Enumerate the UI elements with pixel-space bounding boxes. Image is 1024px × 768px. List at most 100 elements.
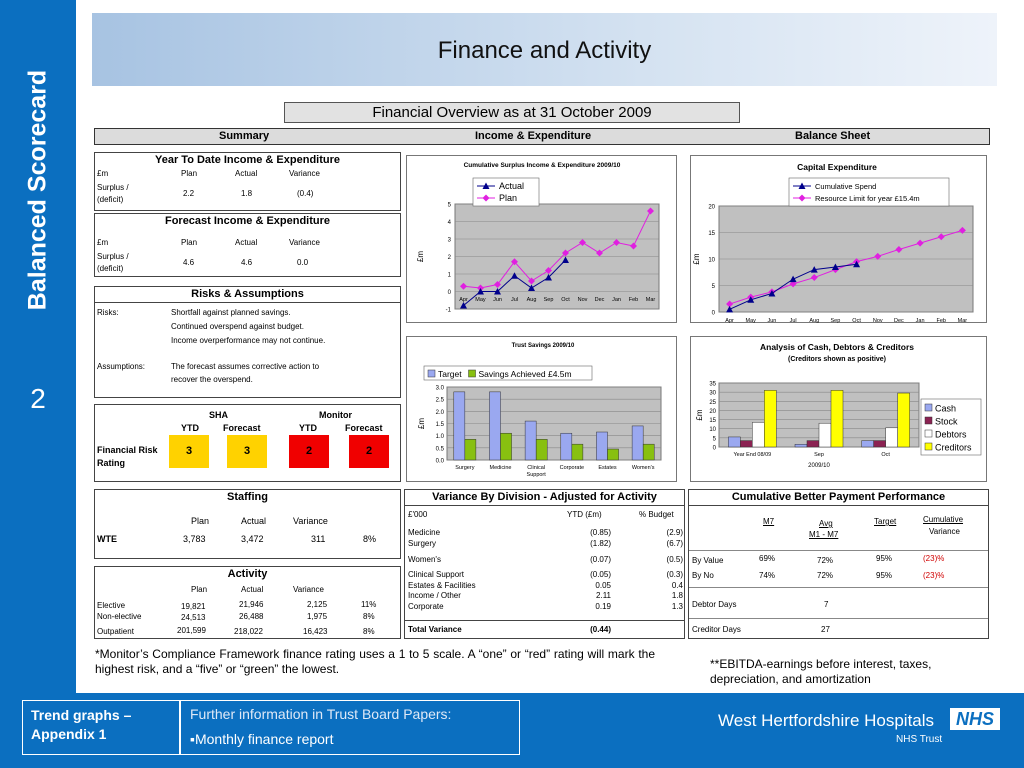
chart-title: Capital Expenditure	[797, 162, 877, 172]
legend-label: Target	[438, 369, 462, 379]
bar	[885, 427, 898, 448]
data-point	[511, 272, 518, 279]
monitor-footnote: *Monitor’s Compliance Framework finance …	[95, 647, 655, 676]
header-band: Finance and Activity	[92, 13, 997, 86]
legend-box	[472, 177, 540, 207]
division-label: Estates & Facilities	[408, 581, 476, 590]
bar	[764, 390, 777, 448]
x-tick-label: Jan	[916, 318, 925, 324]
division-label: Medicine	[408, 528, 441, 537]
y-tick-label: 10	[708, 258, 715, 264]
x-tick-label: Oct	[852, 318, 861, 324]
y-tick-label: 20	[708, 205, 715, 211]
bpp-divider	[689, 587, 988, 588]
bar	[728, 436, 741, 448]
section-header-bar: Summary Income & Expenditure Balance She…	[94, 128, 990, 145]
risk-line: Income overperformance may not continue.	[171, 336, 326, 345]
forecast-actual-value: 4.6	[241, 258, 253, 267]
activity-plan: 19,821	[181, 602, 206, 611]
y-tick-label: 1.5	[436, 422, 445, 428]
bpp-panel: Cumulative Better Payment Performance M7…	[688, 489, 989, 639]
bpp-divider	[689, 550, 988, 551]
legend-swatch	[924, 416, 933, 425]
staffing-title: Staffing	[227, 491, 268, 503]
data-point	[562, 256, 569, 263]
x-tick-label: Sep	[544, 297, 554, 303]
sidebar-title: Balanced Scorecard	[23, 69, 52, 311]
data-point	[494, 288, 501, 295]
bar	[500, 432, 512, 461]
activity-row-label: Non-elective	[97, 612, 142, 621]
data-point	[477, 288, 484, 295]
y-tick-label: 1	[448, 273, 452, 279]
x-tick-label: Jul	[511, 297, 518, 303]
staffing-col-plan: Plan	[191, 516, 210, 526]
chart-subtitle: (Creditors shown as positive)	[788, 356, 886, 363]
bar	[489, 391, 501, 461]
creditor-days-label: Creditor Days	[692, 625, 741, 634]
monitor-header: Monitor	[319, 410, 352, 420]
division-label: Income / Other	[408, 591, 461, 600]
legend-label: Cumulative Spend	[815, 182, 876, 191]
y-tick-label: 5	[448, 203, 452, 209]
bpp-col-cumulative: Cumulative	[923, 515, 964, 524]
surplus-chart: Cumulative Surplus Income & Expenditure …	[416, 162, 660, 314]
trend-graphs-link[interactable]: Trend graphs – Appendix 1	[22, 700, 180, 755]
data-point	[545, 274, 552, 281]
activity-pct: 8%	[363, 612, 375, 621]
data-point	[613, 239, 620, 246]
y-axis-label: £m	[695, 409, 704, 420]
rating-label-2: Rating	[97, 458, 125, 468]
legend-marker	[482, 182, 490, 189]
data-point	[545, 267, 552, 274]
organisation-name: West Hertfordshire Hospitals	[718, 711, 935, 730]
y-tick-label: 35	[709, 382, 716, 388]
y-tick-label: 2.5	[436, 398, 445, 404]
bar	[818, 422, 832, 448]
x-tick-label: Nov	[578, 297, 588, 303]
x-tick-label: May	[746, 318, 757, 324]
forecast-col-variance: Variance	[289, 238, 320, 247]
data-point	[789, 275, 797, 283]
activity-pct: 8%	[363, 627, 375, 636]
legend-box	[423, 365, 593, 381]
monitor-ytd-rating: 2	[289, 435, 329, 468]
x-tick-label: Nov	[873, 318, 883, 324]
sha-header: SHA	[209, 410, 229, 420]
y-tick-label: 0.0	[436, 459, 445, 465]
legend-swatch	[924, 429, 933, 438]
ytd-col-variance: Variance	[289, 169, 320, 178]
ytd-col-actual: Actual	[235, 169, 258, 178]
legend-label: Resource Limit for year £15.4m	[815, 194, 920, 203]
data-point	[460, 302, 467, 309]
activity-title: Activity	[227, 568, 268, 580]
data-point	[810, 274, 818, 282]
y-tick-label: 5	[712, 284, 716, 290]
activity-pct: 11%	[361, 600, 377, 609]
bar	[453, 391, 466, 461]
risks-label: Risks:	[97, 308, 119, 317]
division-ytd: 0.19	[595, 602, 611, 611]
y-tick-label: 25	[709, 400, 716, 406]
organisation-sub: NHS Trust	[896, 734, 943, 745]
data-point	[916, 239, 924, 247]
debtor-days-value: 7	[824, 600, 829, 609]
x-tick-label: Sep	[814, 452, 824, 458]
legend-swatch	[924, 442, 933, 451]
capex-chart-panel: Capital Expenditure 0 5 10 15 20 Apr May Jun Jul A…	[690, 155, 987, 324]
y-tick-label: 0.5	[436, 446, 445, 452]
y-tick-label: 20	[709, 409, 716, 415]
ytd-col-plan: Plan	[181, 169, 198, 178]
monthly-finance-report-link[interactable]: ▪Monthly finance report	[190, 731, 334, 747]
variance-unit: £'000	[408, 510, 428, 519]
division-budget: 1.3	[671, 602, 683, 611]
x-tick-label: Apr	[725, 318, 734, 324]
bpp-col-m7: M7	[763, 517, 775, 526]
risk-line: Continued overspend against budget.	[171, 322, 304, 331]
surplus-chart-panel: Cumulative Surplus Income & Expenditure …	[406, 155, 677, 323]
y-tick-label: 3	[448, 238, 452, 244]
monitor-forecast-header: Forecast	[345, 423, 383, 433]
y-tick-label: 0	[713, 446, 717, 452]
data-point	[874, 252, 882, 260]
legend-label: Plan	[499, 193, 517, 203]
